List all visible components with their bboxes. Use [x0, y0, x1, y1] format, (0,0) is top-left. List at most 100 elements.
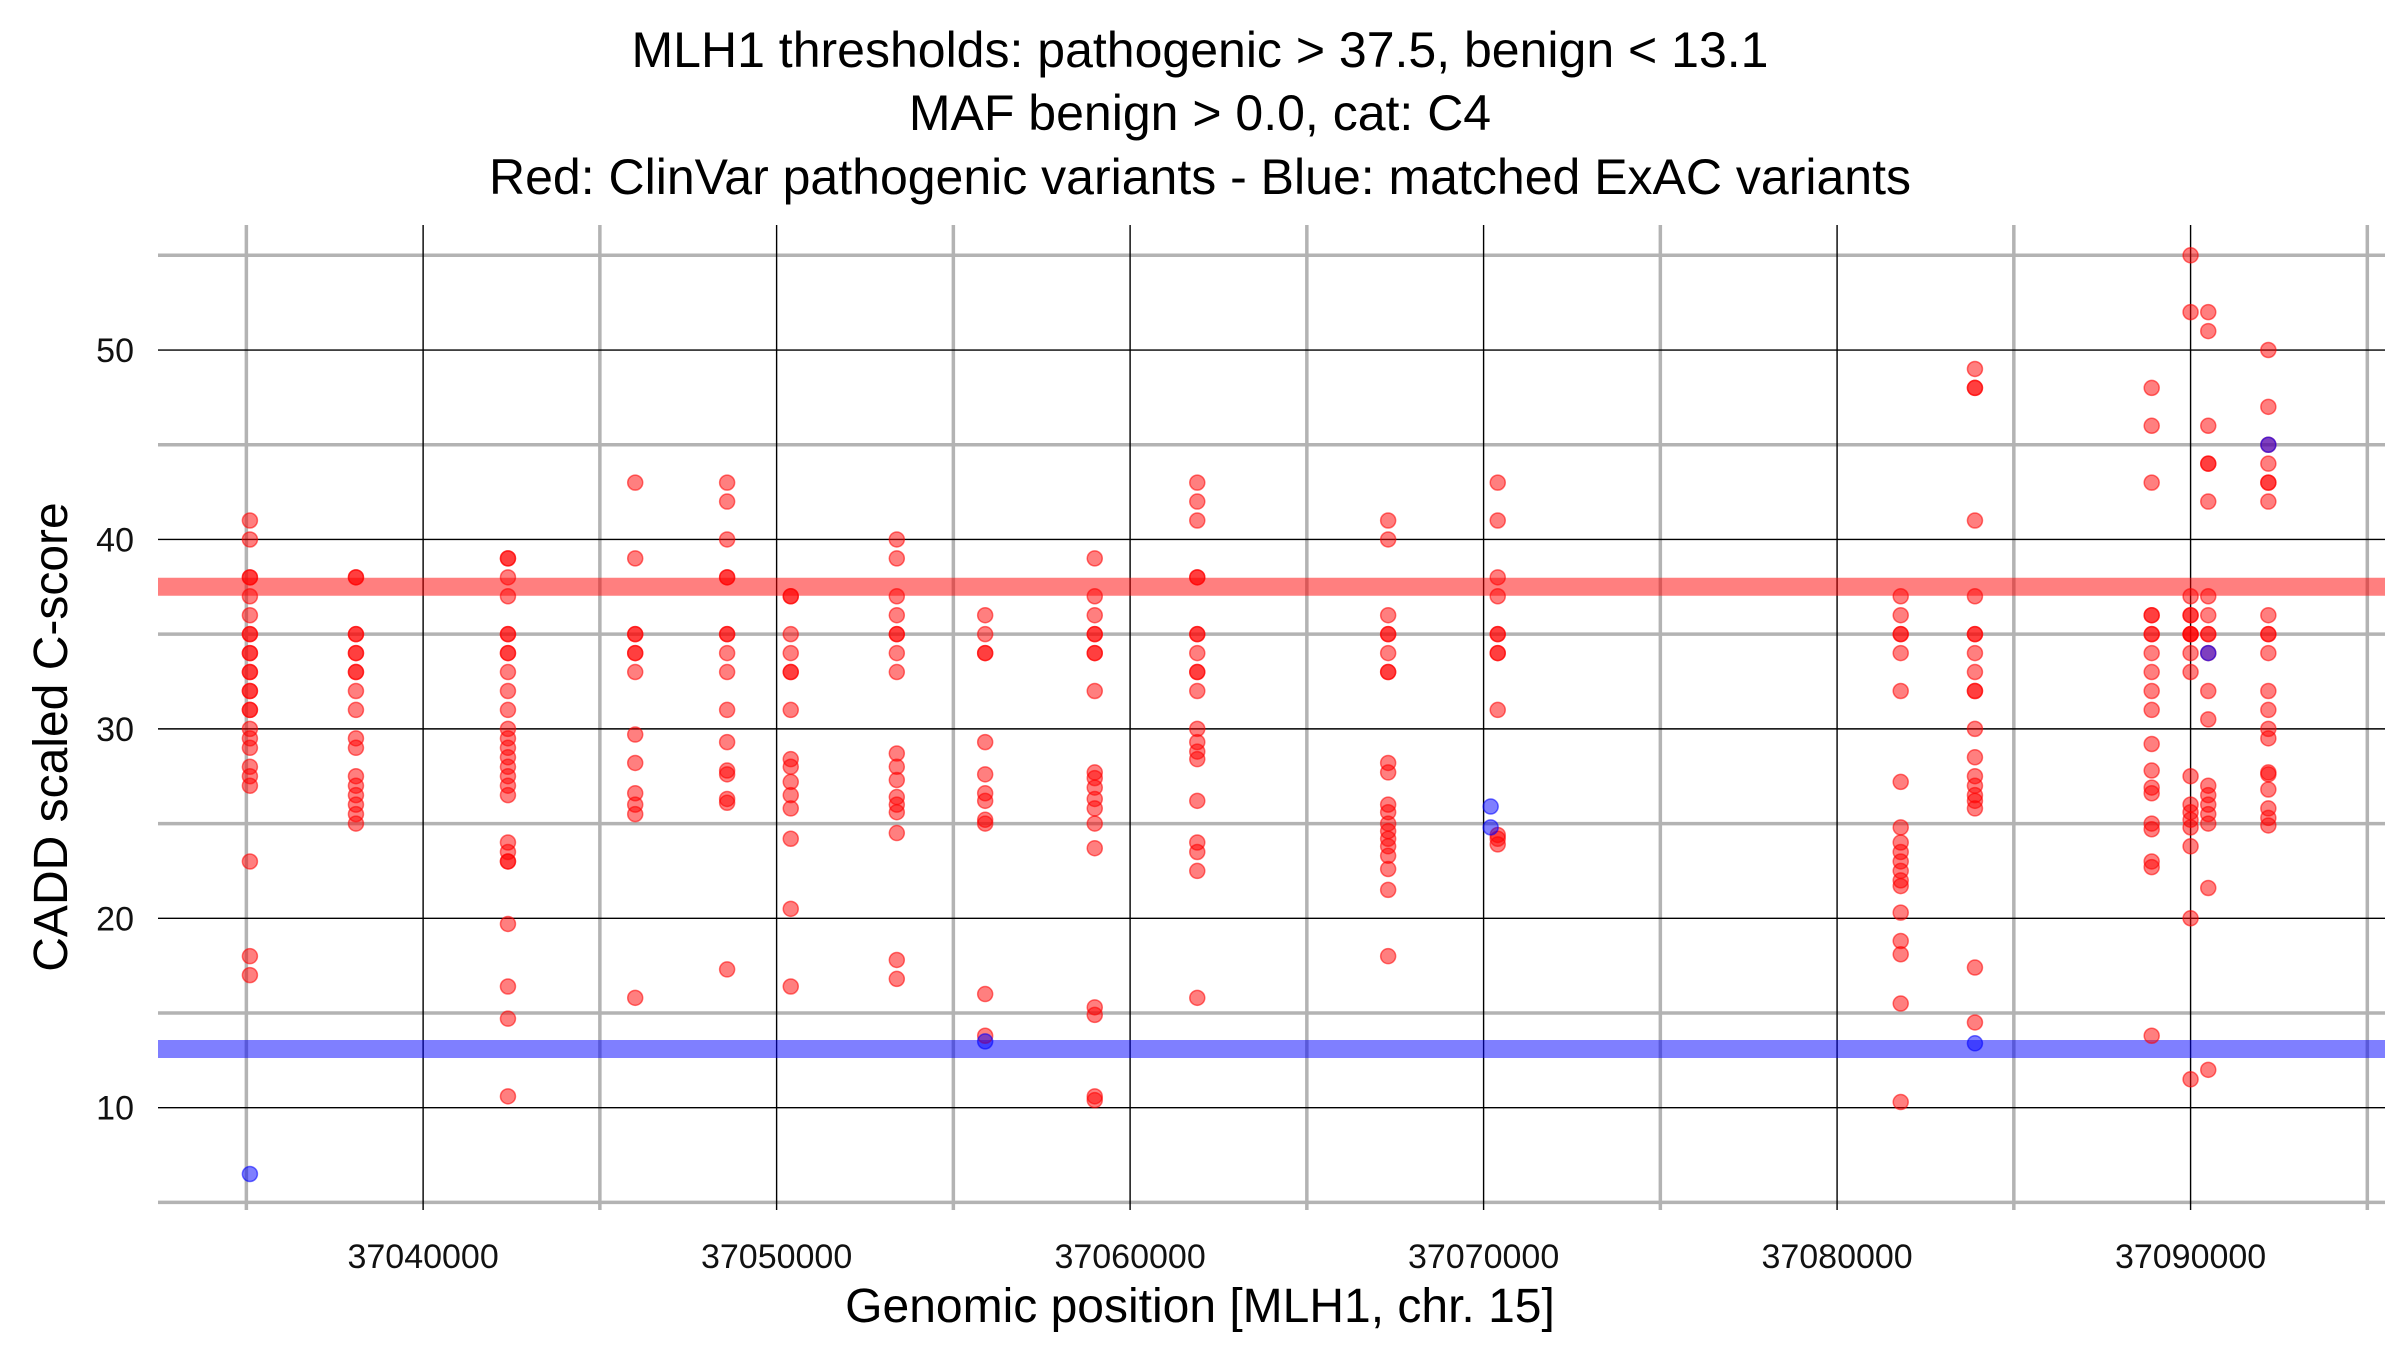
pathogenic-point: [1086, 839, 1104, 857]
pathogenic-point: [718, 663, 736, 681]
pathogenic-point: [1086, 800, 1104, 817]
pathogenic-point: [782, 625, 800, 643]
pathogenic-point: [976, 644, 994, 662]
pathogenic-point: [1892, 877, 1909, 895]
pathogenic-point: [2200, 625, 2217, 643]
pathogenic-point: [626, 726, 644, 743]
pathogenic-point: [1189, 682, 1206, 700]
pathogenic-point: [241, 701, 259, 719]
pathogenic-point: [888, 625, 906, 643]
pathogenic-point: [499, 786, 517, 804]
pathogenic-point: [241, 531, 259, 548]
pathogenic-point: [1379, 606, 1397, 624]
pathogenic-point: [2143, 821, 2160, 838]
x-axis-label: Genomic position [MLH1, chr. 15]: [845, 1280, 1555, 1333]
data-points: [241, 247, 2277, 1183]
pathogenic-point: [1086, 588, 1104, 605]
pathogenic-point: [782, 663, 800, 681]
pathogenic-point: [1966, 379, 1984, 397]
pathogenic-point: [2143, 1027, 2160, 1044]
pathogenic-point: [1892, 606, 1909, 624]
pathogenic-point: [2182, 910, 2199, 927]
pathogenic-point: [1086, 1006, 1104, 1024]
pathogenic-point: [888, 970, 906, 988]
pathogenic-point: [2260, 493, 2277, 510]
pathogenic-point: [2260, 474, 2277, 491]
y-tick-label: 30: [96, 711, 134, 749]
y-axis-label: CADD scaled C-score: [25, 502, 78, 972]
pathogenic-point: [241, 853, 259, 870]
pathogenic-point: [2260, 644, 2277, 662]
pathogenic-point: [888, 663, 906, 681]
pathogenic-point: [1892, 644, 1909, 662]
pathogenic-point: [1379, 860, 1397, 878]
pathogenic-point: [347, 625, 365, 643]
exac-point: [1482, 798, 1499, 815]
pathogenic-point: [1892, 625, 1909, 643]
pathogenic-point: [1189, 750, 1206, 768]
pathogenic-point: [2143, 606, 2160, 624]
pathogenic-point: [2182, 606, 2199, 624]
threshold-lines: [158, 577, 2385, 1058]
pathogenic-point: [499, 663, 517, 681]
grid-lines: [158, 225, 2385, 1210]
pathogenic-point: [2182, 819, 2199, 836]
pathogenic-point: [499, 550, 517, 567]
exac-point: [2260, 436, 2277, 453]
pathogenic-point: [782, 701, 800, 719]
pathogenic-point: [626, 989, 644, 1007]
pathogenic-point: [2260, 682, 2277, 700]
pathogenic-point: [2260, 455, 2277, 472]
pathogenic-point: [2182, 663, 2199, 681]
pathogenic-point: [1892, 773, 1909, 791]
pathogenic-point: [718, 794, 736, 811]
pathogenic-point: [1489, 701, 1506, 719]
y-tick-label: 20: [96, 900, 134, 938]
exac-point: [1482, 819, 1499, 836]
pathogenic-point: [1086, 1091, 1104, 1109]
pathogenic-point: [2200, 493, 2217, 510]
pathogenic-point: [241, 663, 259, 681]
pathogenic-point: [2143, 762, 2160, 779]
pathogenic-point: [1892, 904, 1909, 921]
pathogenic-point: [2260, 341, 2277, 359]
pathogenic-point: [499, 1010, 517, 1027]
pathogenic-point: [2143, 785, 2160, 802]
pathogenic-point: [2260, 606, 2277, 624]
pathogenic-point: [1966, 512, 1984, 529]
pathogenic-point: [888, 951, 906, 969]
pathogenic-point: [241, 739, 259, 757]
pathogenic-point: [718, 961, 736, 978]
x-tick-label: 37050000: [701, 1238, 852, 1276]
pathogenic-point: [1892, 819, 1909, 836]
y-tick-label: 10: [96, 1090, 134, 1128]
pathogenic-point: [1892, 1093, 1909, 1111]
pathogenic-point: [1892, 995, 1909, 1012]
pathogenic-point: [1189, 474, 1206, 491]
pathogenic-point: [499, 625, 517, 643]
pathogenic-point: [1966, 625, 1984, 643]
pathogenic-point: [241, 606, 259, 624]
pathogenic-point: [2260, 625, 2277, 643]
pathogenic-point: [782, 800, 800, 817]
chart-title-line-3: Red: ClinVar pathogenic variants - Blue:…: [489, 149, 1911, 205]
pathogenic-point: [2200, 303, 2217, 321]
exac-point: [1966, 1035, 1984, 1052]
pathogenic-point: [1379, 947, 1397, 965]
pathogenic-point: [1966, 749, 1984, 766]
pathogenic-point: [241, 588, 259, 605]
pathogenic-point: [241, 512, 259, 529]
pathogenic-point: [718, 733, 736, 751]
pathogenic-point: [888, 588, 906, 605]
pathogenic-point: [2200, 815, 2217, 832]
pathogenic-point: [1489, 644, 1506, 662]
pathogenic-point: [1966, 360, 1984, 378]
pathogenic-point: [1189, 843, 1206, 861]
pathogenic-point: [2143, 625, 2160, 643]
pathogenic-point: [1892, 588, 1909, 605]
pathogenic-point: [1379, 764, 1397, 781]
pathogenic-point: [499, 569, 517, 586]
pathogenic-point: [347, 644, 365, 662]
pathogenic-point: [2200, 417, 2217, 435]
